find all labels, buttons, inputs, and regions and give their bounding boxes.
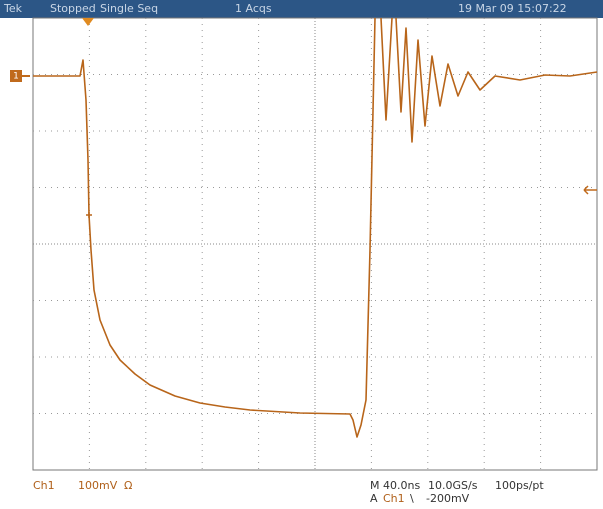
waveform xyxy=(33,17,598,438)
trigger-slope: \ xyxy=(410,492,414,505)
channel-marker-box xyxy=(10,70,22,82)
acq-mode: Single Seq xyxy=(100,2,158,15)
trigger-prefix: A xyxy=(370,492,378,505)
status-bar xyxy=(0,0,603,18)
trigger-level-value: -200mV xyxy=(426,492,470,505)
sample-rate: 10.0GS/s xyxy=(428,479,478,492)
trigger-source: Ch1 xyxy=(383,492,405,505)
channel-marker: 1 xyxy=(13,72,19,82)
resolution: 100ps/pt xyxy=(495,479,544,492)
coupling: Ω xyxy=(124,479,132,492)
brand: Tek xyxy=(3,2,23,15)
channel: Ch1 xyxy=(33,479,55,492)
acq-count: 1 Acqs xyxy=(235,2,272,15)
run-state: Stopped xyxy=(50,2,96,15)
trigger-level xyxy=(583,185,597,195)
scale: 100mV xyxy=(78,479,118,492)
timestamp: 19 Mar 09 15:07:22 xyxy=(458,2,567,15)
trigger-position xyxy=(82,18,94,26)
cursor-tick xyxy=(86,212,92,218)
graticule xyxy=(32,17,598,471)
timebase: M 40.0ns xyxy=(370,479,420,492)
